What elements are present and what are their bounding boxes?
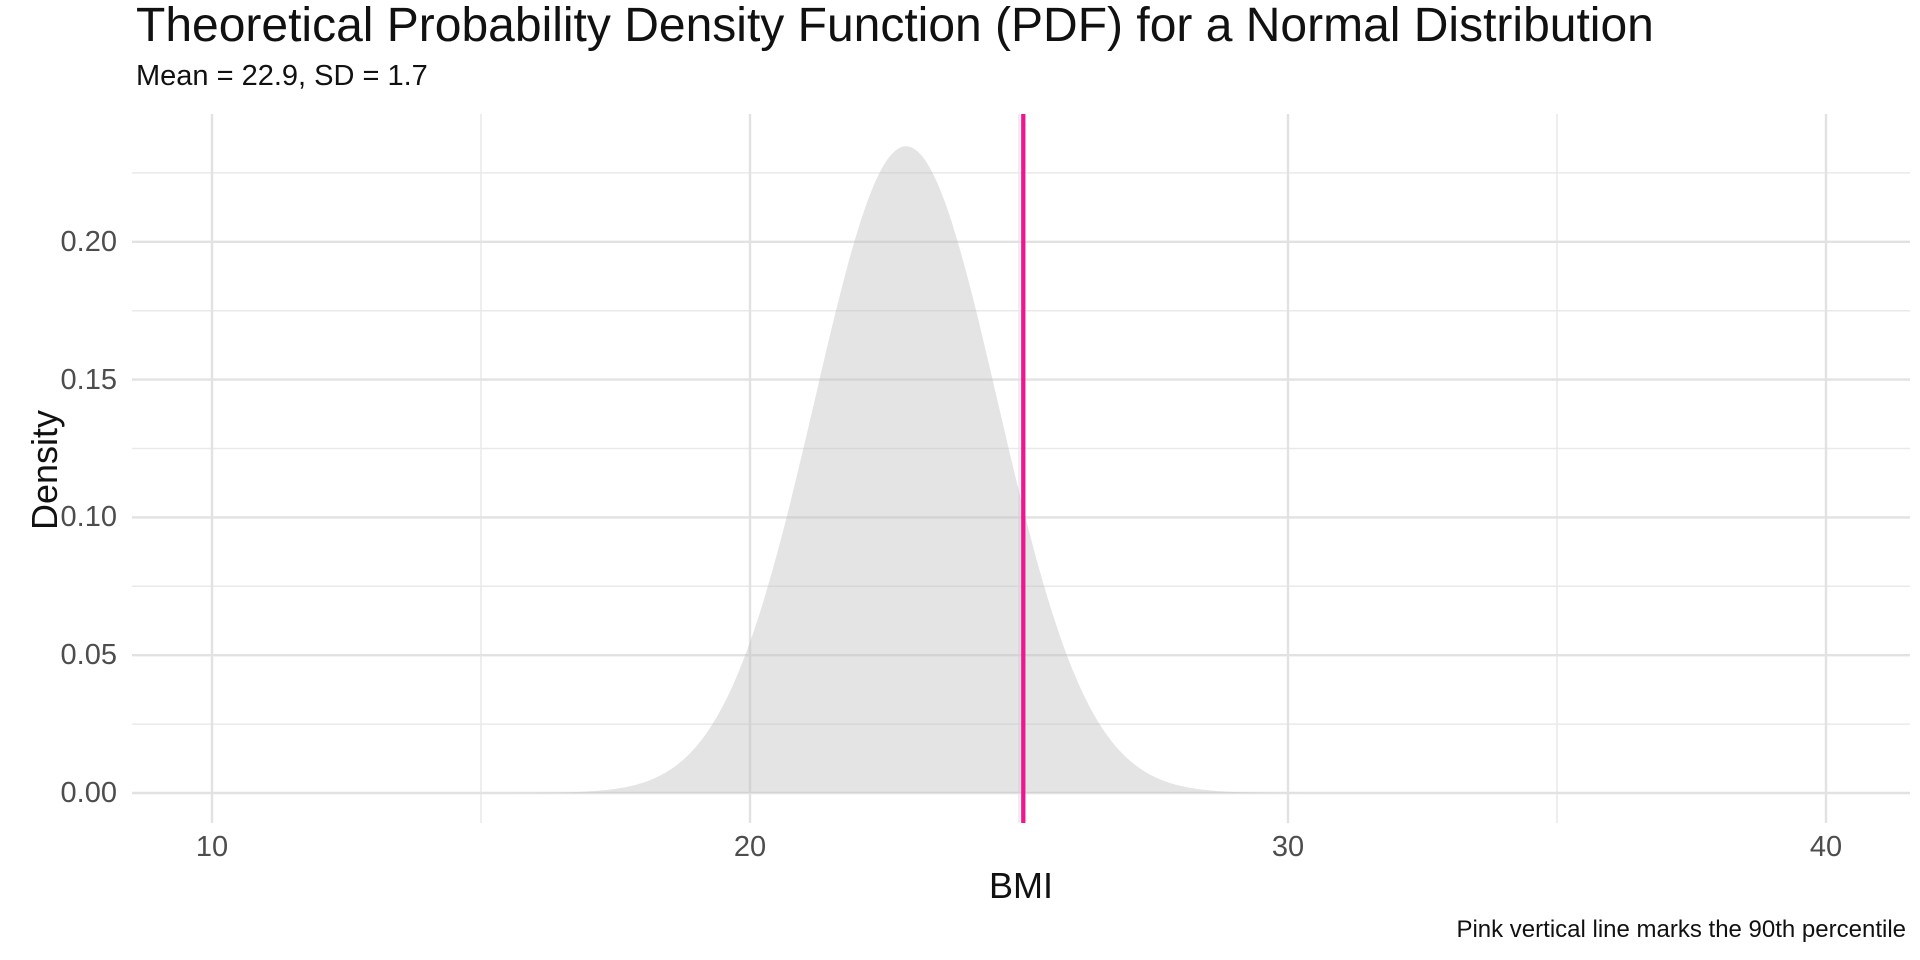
y-axis-title: Density [24, 409, 65, 530]
y-tick-label: 0.05 [60, 639, 117, 671]
chart-caption: Pink vertical line marks the 90th percen… [1456, 916, 1906, 943]
chart-title: Theoretical Probability Density Function… [136, 0, 1654, 52]
y-tick-label: 0.00 [60, 777, 117, 809]
x-tick-label: 20 [733, 831, 767, 863]
y-tick-label: 0.10 [60, 501, 117, 533]
chart-subtitle: Mean = 22.9, SD = 1.7 [136, 60, 428, 92]
x-tick-label: 10 [195, 831, 229, 863]
y-tick-label: 0.20 [60, 226, 117, 258]
x-tick-label: 40 [1809, 831, 1843, 863]
x-tick-label: 30 [1271, 831, 1305, 863]
y-tick-label: 0.15 [60, 364, 117, 396]
x-axis-title: BMI [988, 865, 1053, 906]
